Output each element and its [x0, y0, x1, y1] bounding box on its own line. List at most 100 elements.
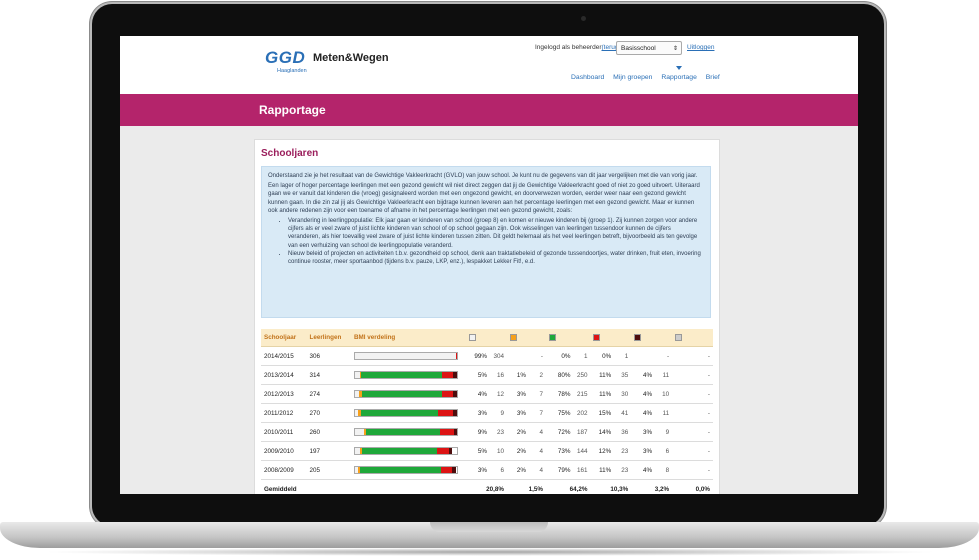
col-overgewicht	[590, 329, 632, 347]
intro-paragraph-1: Onderstaand zie je het resultaat van de …	[268, 173, 698, 179]
table-row: 2012/2013 274 4% 12 3% 7 78% 215 11% 30 4% 10…	[261, 384, 713, 404]
schooljaren-card: Schooljaren Onderstaand zie je het resul…	[254, 139, 720, 494]
bmi-distribution-bar	[353, 428, 458, 436]
cell-overgewicht: 11% 23	[590, 460, 632, 480]
cell-overgewicht: 0% 1	[590, 346, 632, 366]
bar-segment-overgewicht	[455, 353, 457, 359]
bar-segment-overgewicht	[436, 448, 449, 454]
avg-gezond: 64,2%	[569, 485, 588, 493]
cell-onbekend: -	[672, 403, 713, 423]
nav-dashboard[interactable]: Dashboard	[571, 74, 605, 81]
table-header-row: Schooljaar Leerlingen BMI verdeling	[261, 329, 713, 347]
cell-students: 197	[306, 441, 351, 461]
school-select[interactable]: Basisschool ⇕	[616, 41, 682, 55]
bar-segment-obesitas	[452, 410, 457, 416]
col-obesitas	[631, 329, 673, 347]
table-row: 2009/2010 197 5% 10 2% 4 73% 144 12% 23 3% 6 …	[261, 441, 713, 461]
average-label: Gemiddeld	[264, 485, 297, 493]
login-status: Ingelogd als beheerder(terug)	[535, 44, 621, 51]
average-row: Gemiddeld 20,8% 1,5% 64,2% 10,3% 3,2% 0,…	[261, 480, 713, 495]
bar-segment-licht	[358, 467, 361, 473]
col-bmi[interactable]: BMI verdeling	[350, 329, 467, 347]
bar-segment-gezond	[366, 429, 440, 435]
avg-overgewicht: 10,3%	[610, 485, 629, 493]
col-ondergewicht	[466, 329, 507, 347]
select-arrows-icon: ⇕	[672, 46, 678, 52]
avg-ondergewicht: 20,8%	[486, 485, 504, 493]
cell-obesitas: 3% 6	[631, 441, 673, 461]
school-select-value: Basisschool	[621, 45, 656, 52]
bar-segment-obesitas	[452, 391, 457, 397]
back-link[interactable]: (terug)	[601, 44, 621, 51]
table-row: 2011/2012 270 3% 9 3% 7 75% 202 15% 41 4% 11 …	[261, 403, 713, 423]
cell-bmi-bar	[350, 346, 467, 366]
cell-year: 2014/2015	[261, 346, 307, 366]
laptop-shadow	[40, 548, 940, 556]
cell-bmi-bar	[350, 384, 467, 404]
app-name: Meten&Wegen	[313, 52, 389, 64]
bar-segment-overgewicht	[440, 467, 452, 473]
col-leerlingen[interactable]: Leerlingen	[306, 329, 351, 347]
top-header: GGD Haaglanden Meten&Wegen Ingelogd als …	[120, 36, 858, 94]
nav-brief[interactable]: Brief	[705, 74, 720, 81]
cell-overgewicht: 15% 41	[590, 403, 632, 423]
cell-licht: -	[506, 346, 546, 366]
cell-obesitas: 4% 11	[631, 403, 673, 423]
nav-rapportage[interactable]: Rapportage	[661, 74, 697, 81]
cell-overgewicht: 14% 36	[590, 422, 632, 442]
cell-licht: 3% 7	[506, 403, 546, 423]
bar-segment-overgewicht	[437, 410, 453, 416]
cell-students: 306	[306, 346, 351, 366]
cell-students: 205	[306, 460, 351, 480]
legend-swatch-icon	[675, 333, 683, 341]
cell-licht: 2% 4	[506, 441, 546, 461]
bmi-distribution-bar	[353, 352, 458, 360]
cell-obesitas: 4% 8	[631, 460, 673, 480]
cell-onbekend: -	[672, 460, 713, 480]
nav-mijn-groepen[interactable]: Mijn groepen	[613, 74, 653, 81]
bar-segment-gezond	[360, 467, 441, 473]
bar-segment-overgewicht	[441, 372, 453, 378]
cell-bmi-bar	[350, 365, 467, 385]
logout-link[interactable]: Uitloggen	[687, 44, 715, 51]
card-title: Schooljaren	[261, 148, 319, 159]
bar-segment-obesitas	[448, 448, 452, 454]
bar-segment-gezond	[361, 410, 438, 416]
cell-bmi-bar	[350, 441, 467, 461]
cell-gezond: 78% 215	[545, 384, 591, 404]
bar-segment-licht	[364, 429, 367, 435]
cell-ondergewicht: 5% 10	[466, 441, 507, 461]
bar-segment-obesitas	[451, 467, 456, 473]
cell-students: 260	[306, 422, 351, 442]
cell-students: 274	[306, 384, 351, 404]
ggd-logo[interactable]: GGD Haaglanden Meten&Wegen	[265, 48, 389, 74]
cell-ondergewicht: 9% 23	[466, 422, 507, 442]
cell-onbekend: -	[672, 422, 713, 442]
bar-segment-licht	[359, 391, 363, 397]
cell-licht: 1% 2	[506, 365, 546, 385]
laptop-notch	[430, 522, 548, 532]
cell-year: 2013/2014	[261, 365, 307, 385]
col-schooljaar[interactable]: Schooljaar	[261, 329, 307, 347]
bar-segment-ondergewicht	[354, 391, 360, 397]
table-row: 2008/2009 205 3% 6 2% 4 79% 161 11% 23 4% 8 -	[261, 460, 713, 480]
bar-segment-ondergewicht	[354, 372, 361, 378]
cell-year: 2012/2013	[261, 384, 307, 404]
reason-item: Nieuw beleid of projecten en activiteite…	[288, 250, 704, 266]
intro-paragraph-2: Een lager of hoger percentage leerlingen…	[268, 183, 700, 214]
bmi-distribution-bar	[353, 409, 458, 417]
cell-year: 2011/2012	[261, 403, 307, 423]
reason-item: Verandering in leerlingpopulatie: Elk ja…	[288, 217, 704, 250]
bmi-distribution-bar	[353, 447, 458, 455]
page-title: Rapportage	[259, 103, 326, 117]
cell-ondergewicht: 99% 304	[466, 346, 507, 366]
bar-segment-licht	[360, 372, 362, 378]
cell-obesitas: 3% 9	[631, 422, 673, 442]
cell-students: 270	[306, 403, 351, 423]
cell-year: 2008/2009	[261, 460, 307, 480]
bmi-distribution-bar	[353, 371, 458, 379]
col-gezond	[545, 329, 591, 347]
cell-ondergewicht: 3% 9	[466, 403, 507, 423]
main-nav: Dashboard Mijn groepen Rapportage Brief	[571, 74, 727, 81]
col-onbekend	[672, 329, 713, 347]
